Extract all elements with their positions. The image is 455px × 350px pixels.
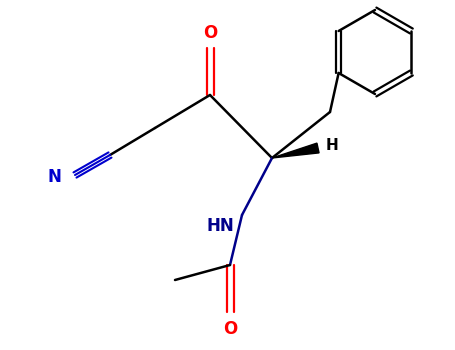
Text: H: H bbox=[326, 139, 339, 154]
Text: O: O bbox=[203, 24, 217, 42]
Text: N: N bbox=[47, 168, 61, 186]
Text: O: O bbox=[223, 320, 237, 338]
Polygon shape bbox=[272, 143, 319, 158]
Text: HN: HN bbox=[206, 217, 234, 235]
